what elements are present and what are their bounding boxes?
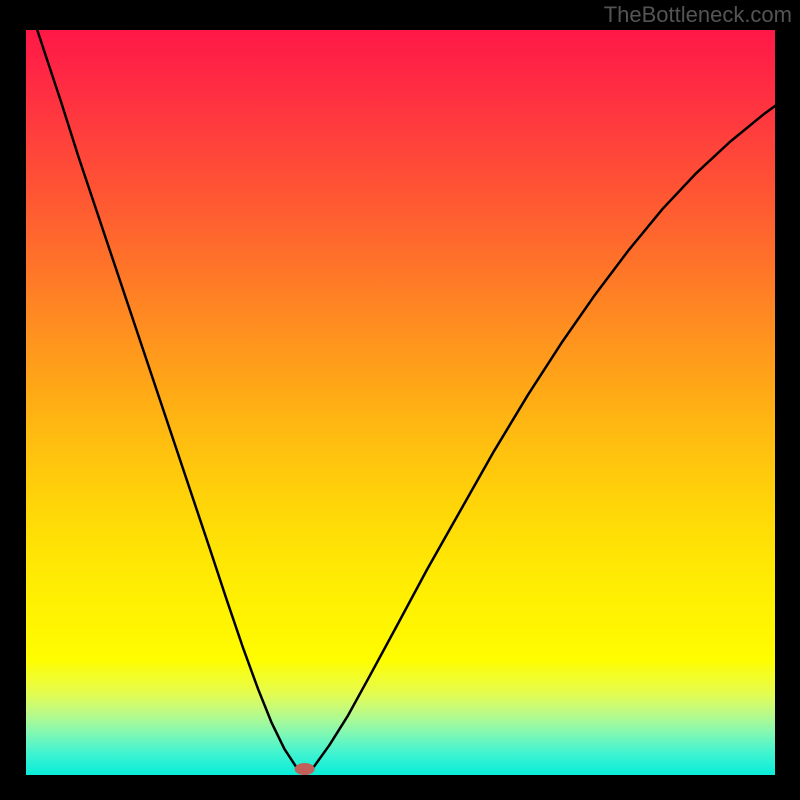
bottleneck-chart xyxy=(26,30,775,775)
chart-frame: TheBottleneck.com xyxy=(0,0,800,800)
optimal-point-marker xyxy=(295,763,315,775)
chart-background-gradient xyxy=(26,30,775,775)
watermark-text: TheBottleneck.com xyxy=(604,2,792,28)
